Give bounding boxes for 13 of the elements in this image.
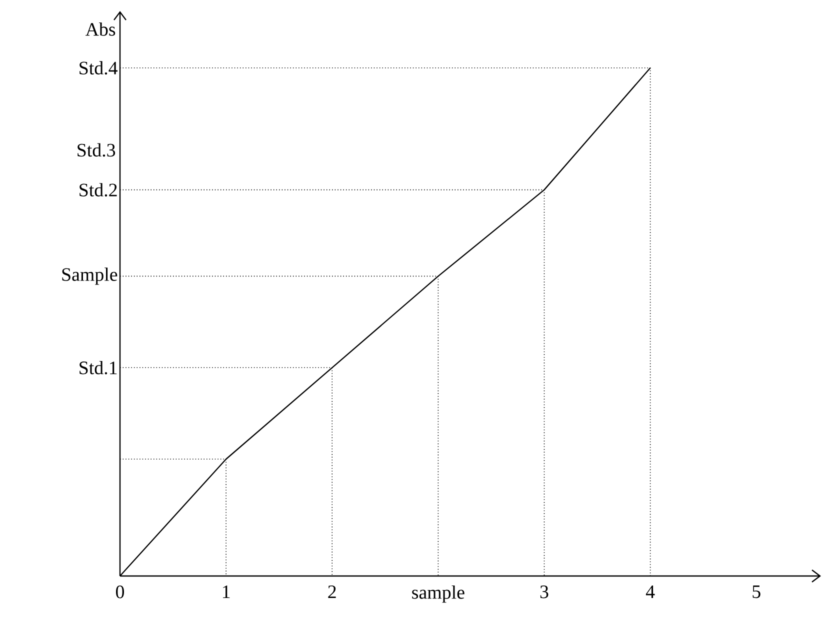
text: Std.3 (78, 143, 116, 157)
x-tick-label: 1 (222, 586, 230, 598)
x-tick-label: 3 (540, 586, 548, 598)
ref-line-label: Sample (62, 268, 118, 285)
ref-line-label: Std.2 (80, 183, 117, 197)
y-axis-title: Abs (85, 22, 116, 36)
x-tick-label: 5 (752, 586, 760, 598)
ref-line-label: Std.4 (80, 61, 118, 75)
x-tick-label: 0 (116, 586, 124, 598)
x-tick-label: 4 (646, 586, 655, 598)
x-tick-label: 2 (328, 586, 336, 598)
x-tick-label: sample (412, 586, 464, 603)
ref-line-label: Std.1 (80, 360, 117, 374)
